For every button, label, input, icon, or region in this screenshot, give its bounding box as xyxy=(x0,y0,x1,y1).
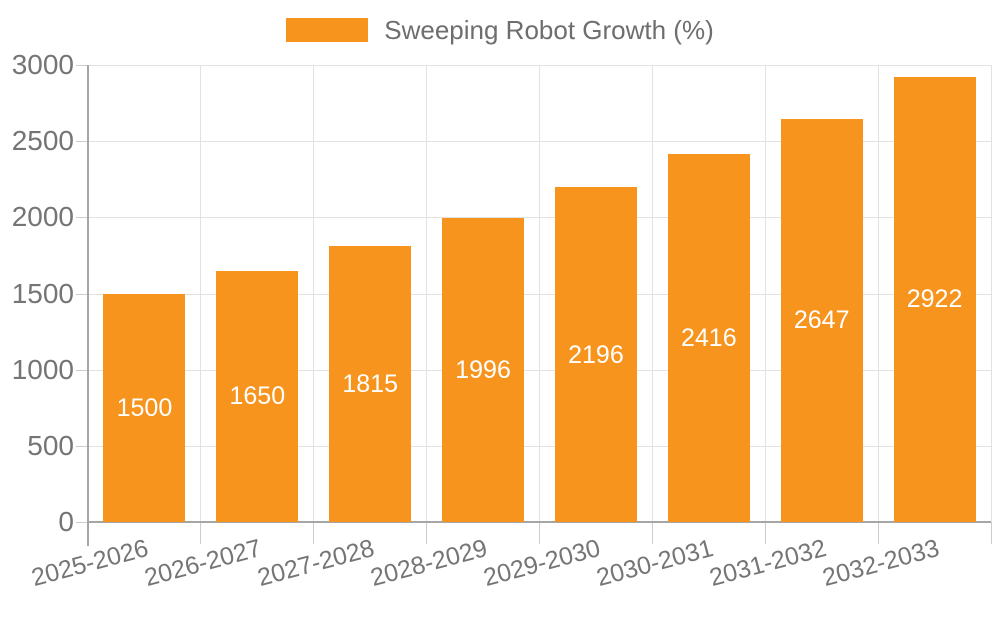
y-axis-tick xyxy=(76,293,88,295)
y-axis-line xyxy=(87,65,89,546)
x-axis-baseline xyxy=(88,521,991,523)
x-axis-tick xyxy=(651,522,653,544)
x-axis-tick xyxy=(764,522,766,544)
y-axis-tick xyxy=(76,65,88,66)
y-axis-tick-label: 0 xyxy=(58,506,74,537)
gridline-v xyxy=(426,65,428,522)
y-axis-tick-label: 1500 xyxy=(11,277,74,309)
gridline-v xyxy=(764,65,766,522)
y-axis-tick xyxy=(76,369,88,371)
y-axis-tick xyxy=(76,522,88,523)
bar-value-label: 2647 xyxy=(793,306,850,335)
bar[interactable] xyxy=(780,118,863,522)
y-axis-tick xyxy=(76,217,88,219)
gridline-v xyxy=(200,65,202,522)
y-axis-tick-label: 3000 xyxy=(11,49,74,80)
bar-value-label: 2196 xyxy=(568,340,624,369)
bar-value-label: 2922 xyxy=(906,285,963,314)
gridline-v xyxy=(651,65,653,522)
bar-value-label: 2416 xyxy=(681,323,737,352)
y-axis-tick-label: 1000 xyxy=(11,353,74,385)
gridline-v xyxy=(313,65,315,522)
bar[interactable] xyxy=(442,217,525,522)
bar-value-label: 1996 xyxy=(455,355,511,384)
y-axis-tick-label: 2500 xyxy=(11,125,74,157)
x-axis-tick xyxy=(877,522,879,544)
bar[interactable] xyxy=(667,153,750,522)
x-axis-tick xyxy=(426,522,428,544)
y-axis-tick xyxy=(76,141,88,143)
gridline-v xyxy=(990,65,992,522)
plot-area: 0 500 1000 1500 2000 2500 3000 1500 2025-2026 165… xyxy=(12,51,992,592)
gridline-v xyxy=(877,65,879,522)
bar-chart: Sweeping Robot Growth (%) 0 500 1000 1500 20… xyxy=(0,15,1000,592)
bar-value-label: 1650 xyxy=(229,382,286,411)
bar[interactable] xyxy=(329,245,412,522)
legend[interactable]: Sweeping Robot Growth (%) xyxy=(0,15,1000,45)
x-axis-tick xyxy=(539,522,540,544)
x-axis-tick xyxy=(200,522,202,544)
legend-label: Sweeping Robot Growth (%) xyxy=(384,15,714,45)
legend-swatch xyxy=(286,18,369,42)
bar[interactable] xyxy=(554,187,637,522)
bar[interactable] xyxy=(216,270,299,522)
x-axis-tick xyxy=(990,522,992,544)
y-axis-tick-label: 500 xyxy=(27,429,74,461)
bar-value-label: 1500 xyxy=(116,393,173,422)
gridline-v xyxy=(539,65,540,522)
bar[interactable] xyxy=(893,76,976,522)
bar[interactable] xyxy=(103,293,186,522)
bar-value-label: 1815 xyxy=(342,369,398,398)
y-axis-tick-label: 2000 xyxy=(11,201,74,233)
x-axis-tick xyxy=(313,522,315,544)
y-axis-tick xyxy=(76,445,88,447)
